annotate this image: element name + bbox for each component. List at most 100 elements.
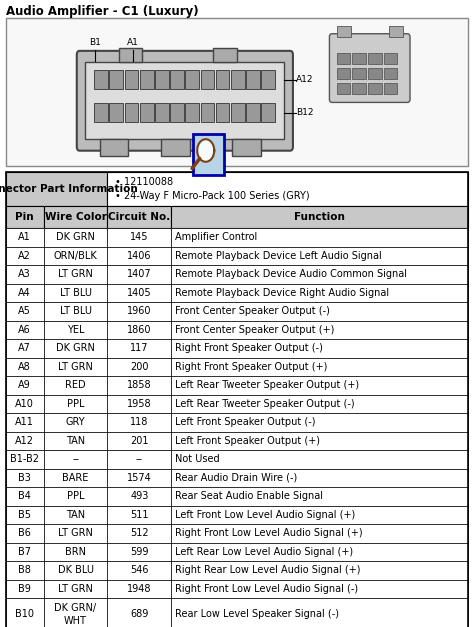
Bar bbox=[108, 172, 468, 206]
Bar bbox=[201, 70, 214, 89]
Text: PPL: PPL bbox=[67, 492, 84, 502]
Text: LT BLU: LT BLU bbox=[60, 307, 91, 317]
Bar bbox=[216, 70, 229, 89]
Text: B3: B3 bbox=[18, 473, 31, 483]
Text: B9: B9 bbox=[18, 584, 31, 594]
Text: TAN: TAN bbox=[66, 510, 85, 520]
Bar bbox=[44, 376, 108, 394]
Text: 200: 200 bbox=[130, 362, 149, 372]
Text: 118: 118 bbox=[130, 418, 148, 428]
Bar bbox=[185, 70, 199, 89]
Bar bbox=[6, 413, 44, 431]
Text: 689: 689 bbox=[130, 609, 148, 619]
Bar bbox=[44, 265, 108, 283]
Text: 493: 493 bbox=[130, 492, 148, 502]
Bar bbox=[193, 134, 224, 175]
Text: DK GRN: DK GRN bbox=[56, 344, 95, 354]
Text: GRY: GRY bbox=[66, 418, 85, 428]
Text: RED: RED bbox=[65, 381, 86, 391]
Text: A3: A3 bbox=[18, 270, 31, 280]
Bar bbox=[108, 598, 171, 627]
Bar bbox=[44, 542, 108, 561]
Bar bbox=[171, 228, 468, 247]
Bar bbox=[109, 70, 123, 89]
Bar bbox=[44, 283, 108, 302]
Bar bbox=[108, 206, 171, 228]
Text: DK GRN/
WHT: DK GRN/ WHT bbox=[55, 603, 97, 626]
Text: Left Front Speaker Output (-): Left Front Speaker Output (-) bbox=[175, 418, 316, 428]
Bar bbox=[6, 598, 44, 627]
FancyBboxPatch shape bbox=[77, 51, 293, 150]
Bar bbox=[171, 524, 468, 542]
Bar bbox=[108, 228, 171, 247]
Bar bbox=[6, 247, 44, 265]
Text: 1858: 1858 bbox=[127, 381, 152, 391]
Bar bbox=[185, 103, 199, 122]
Bar bbox=[6, 339, 44, 357]
Text: Amplifier Control: Amplifier Control bbox=[175, 233, 257, 243]
Text: Right Front Low Level Audio Signal (+): Right Front Low Level Audio Signal (+) bbox=[175, 529, 363, 539]
Text: BARE: BARE bbox=[63, 473, 89, 483]
Bar bbox=[6, 450, 44, 468]
Bar bbox=[44, 431, 108, 450]
Bar bbox=[44, 487, 108, 505]
Text: 1405: 1405 bbox=[127, 288, 152, 298]
Text: 1960: 1960 bbox=[127, 307, 152, 317]
Text: Circuit No.: Circuit No. bbox=[108, 212, 171, 222]
Bar bbox=[170, 103, 184, 122]
Bar bbox=[108, 468, 171, 487]
Bar bbox=[6, 320, 44, 339]
Bar bbox=[44, 320, 108, 339]
Bar bbox=[368, 68, 382, 79]
Text: • 12110088
• 24-Way F Micro-Pack 100 Series (GRY): • 12110088 • 24-Way F Micro-Pack 100 Ser… bbox=[115, 177, 309, 201]
Text: A5: A5 bbox=[18, 307, 31, 317]
Bar bbox=[108, 413, 171, 431]
Bar bbox=[171, 206, 468, 228]
Text: LT GRN: LT GRN bbox=[58, 270, 93, 280]
Text: A12: A12 bbox=[296, 75, 314, 84]
Bar bbox=[94, 103, 108, 122]
Bar bbox=[6, 172, 468, 627]
Bar bbox=[171, 487, 468, 505]
Text: Remote Playback Device Right Audio Signal: Remote Playback Device Right Audio Signa… bbox=[175, 288, 389, 298]
Text: Front Center Speaker Output (-): Front Center Speaker Output (-) bbox=[175, 307, 330, 317]
Bar bbox=[171, 320, 468, 339]
Text: PPL: PPL bbox=[67, 399, 84, 409]
Bar bbox=[44, 450, 108, 468]
Bar bbox=[44, 394, 108, 413]
Text: Left Front Low Level Audio Signal (+): Left Front Low Level Audio Signal (+) bbox=[175, 510, 356, 520]
Text: Left Rear Tweeter Speaker Output (+): Left Rear Tweeter Speaker Output (+) bbox=[175, 381, 359, 391]
Bar bbox=[44, 413, 108, 431]
Text: 1406: 1406 bbox=[127, 251, 152, 261]
Bar bbox=[246, 103, 260, 122]
Bar bbox=[352, 68, 366, 79]
Bar bbox=[352, 83, 366, 94]
Bar bbox=[171, 561, 468, 579]
Bar bbox=[118, 48, 142, 62]
Bar bbox=[368, 83, 382, 94]
Bar bbox=[6, 468, 44, 487]
Bar bbox=[171, 247, 468, 265]
Text: Remote Playback Device Left Audio Signal: Remote Playback Device Left Audio Signal bbox=[175, 251, 382, 261]
Bar bbox=[6, 265, 44, 283]
Text: 512: 512 bbox=[130, 529, 149, 539]
Text: B10: B10 bbox=[15, 609, 34, 619]
Text: Rear Seat Audio Enable Signal: Rear Seat Audio Enable Signal bbox=[175, 492, 323, 502]
Bar bbox=[337, 26, 351, 37]
Text: B6: B6 bbox=[18, 529, 31, 539]
Bar bbox=[85, 62, 284, 139]
Bar bbox=[44, 247, 108, 265]
Text: Right Front Low Level Audio Signal (-): Right Front Low Level Audio Signal (-) bbox=[175, 584, 358, 594]
Text: LT GRN: LT GRN bbox=[58, 362, 93, 372]
Bar bbox=[171, 357, 468, 376]
Text: 1860: 1860 bbox=[127, 325, 152, 335]
Bar bbox=[232, 139, 261, 156]
Bar bbox=[337, 53, 350, 64]
Bar bbox=[108, 302, 171, 320]
Bar bbox=[108, 431, 171, 450]
Bar bbox=[108, 247, 171, 265]
Bar bbox=[108, 376, 171, 394]
Bar bbox=[171, 394, 468, 413]
Text: 1407: 1407 bbox=[127, 270, 152, 280]
Bar bbox=[108, 320, 171, 339]
